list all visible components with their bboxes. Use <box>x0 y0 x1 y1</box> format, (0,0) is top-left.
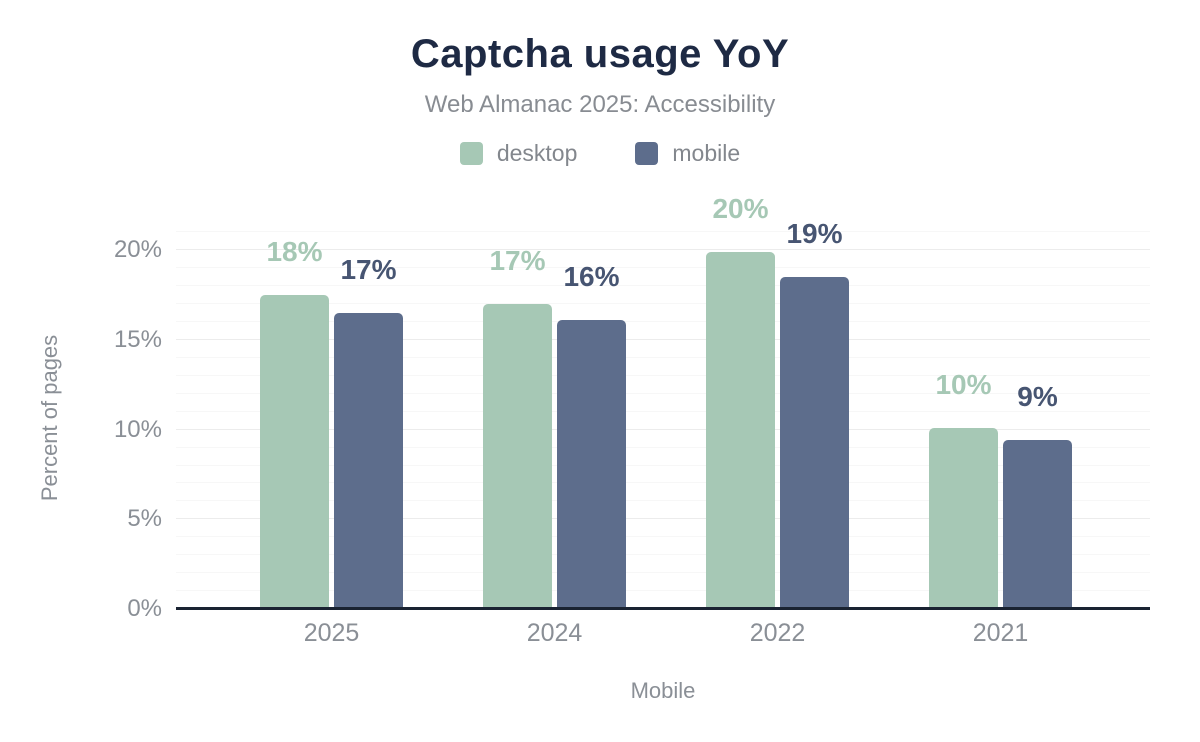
bar-wrap-mobile-2021: 9% <box>1003 383 1072 609</box>
value-label-mobile-2025: 17% <box>340 254 397 286</box>
x-tick-label-2021: 2021 <box>972 619 1029 647</box>
y-tick-label: 0% <box>127 595 162 622</box>
plot-area: 0% 5% 10% 15% 20% 18% 17% 17% 16% 20% 19% 10% 9% <box>114 195 1150 622</box>
legend-item-mobile[interactable]: mobile <box>635 140 740 167</box>
chart-title: Captcha usage YoY <box>410 32 790 76</box>
gridline-9pct <box>176 446 1150 448</box>
gridline-20pct <box>176 249 1150 251</box>
gridline-15pct <box>176 339 1150 340</box>
bar-group-2022: 20% 19% <box>666 195 889 609</box>
gridline-8pct <box>176 464 1150 466</box>
x-tick-label-2025: 2025 <box>303 619 360 647</box>
value-label-desktop-2025: 18% <box>266 236 323 268</box>
legend-swatch-mobile <box>635 142 659 165</box>
y-tick-label: 5% <box>127 505 162 533</box>
value-label-desktop-2021: 10% <box>935 368 992 400</box>
gridline-21pct <box>176 231 1150 233</box>
y-tick-label: 20% <box>113 236 162 264</box>
gridline-18pct <box>176 285 1150 287</box>
bar-mobile-2021 <box>1003 440 1072 609</box>
gridline-16pct <box>176 321 1150 323</box>
bar-wrap-mobile-2025: 17% <box>334 256 403 609</box>
bar-mobile-2025 <box>334 313 403 609</box>
value-label-mobile-2021: 9% <box>1017 381 1058 413</box>
gridline-19pct <box>176 267 1150 269</box>
x-axis-labels: 2025 2024 2022 2021 <box>176 619 1150 648</box>
x-axis-line <box>176 607 1150 610</box>
legend-swatch-desktop <box>459 142 483 165</box>
bar-wrap-desktop-2024: 17% <box>483 247 552 609</box>
value-label-mobile-2022: 19% <box>786 218 843 250</box>
x-tick-label-2024: 2024 <box>526 619 583 647</box>
gridline-13pct <box>176 374 1150 376</box>
value-label-desktop-2024: 17% <box>489 245 546 277</box>
bar-desktop-2022 <box>706 252 775 609</box>
x-axis-title: Mobile <box>630 678 696 703</box>
bar-desktop-2024 <box>483 304 552 609</box>
gridline-12pct <box>176 392 1150 394</box>
chart-subtitle: Web Almanac 2025: Accessibility <box>424 91 776 118</box>
y-tick-label: 15% <box>113 326 162 353</box>
gridline-5pct <box>176 518 1150 520</box>
bar-wrap-desktop-2025: 18% <box>260 238 329 609</box>
value-label-mobile-2024: 16% <box>563 261 620 293</box>
gridline-2pct <box>176 572 1150 574</box>
bars: 18% 17% 17% 16% 20% 19% 10% 9% <box>176 195 1150 609</box>
gridline-11pct <box>176 410 1150 412</box>
legend-item-desktop[interactable]: desktop <box>459 140 578 167</box>
legend: desktop mobile <box>0 140 1200 167</box>
x-tick-label-2022: 2022 <box>749 619 806 647</box>
y-tick-label: 10% <box>113 415 162 443</box>
gridline-10pct <box>176 428 1150 430</box>
bar-desktop-2025 <box>260 295 329 609</box>
legend-label-mobile: mobile <box>672 140 741 166</box>
bar-wrap-desktop-2021: 10% <box>929 370 998 609</box>
bar-wrap-desktop-2022: 20% <box>706 195 775 609</box>
gridline-1pct <box>176 590 1150 592</box>
legend-label-desktop: desktop <box>496 140 578 166</box>
bar-wrap-mobile-2022: 19% <box>780 220 849 609</box>
gridline-7pct <box>176 482 1150 484</box>
bar-desktop-2021 <box>929 427 998 609</box>
gridline-4pct <box>176 536 1150 538</box>
bar-group-2025: 18% 17% <box>220 238 443 609</box>
bar-mobile-2022 <box>780 277 849 609</box>
gridline-14pct <box>176 356 1150 358</box>
value-label-desktop-2022: 20% <box>712 193 769 225</box>
bar-group-2021: 10% 9% <box>889 370 1112 609</box>
gridline-3pct <box>176 554 1150 556</box>
gridline-17pct <box>176 303 1150 305</box>
bar-wrap-mobile-2024: 16% <box>557 263 626 609</box>
gridline-6pct <box>176 500 1150 502</box>
bar-mobile-2024 <box>557 320 626 609</box>
y-axis-title: Percent of pages <box>37 334 62 502</box>
bar-group-2024: 17% 16% <box>443 247 666 609</box>
